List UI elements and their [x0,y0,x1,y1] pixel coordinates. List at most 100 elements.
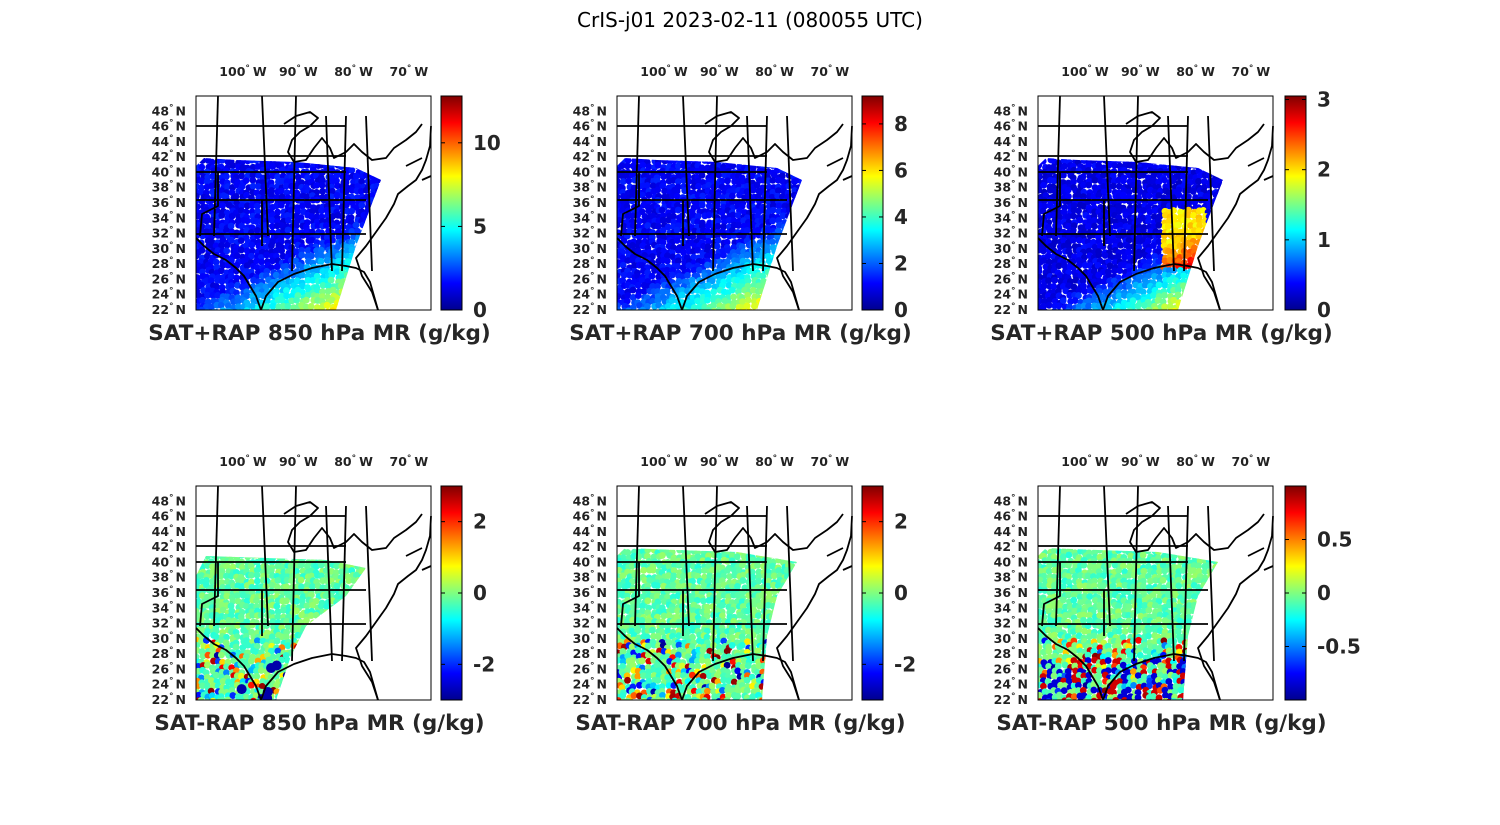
data-point [196,578,201,586]
data-point [713,242,721,250]
data-point [1105,307,1113,310]
colorbar-tick-label: 3 [1317,88,1331,112]
data-point [1051,276,1059,284]
data-point [1114,253,1122,260]
data-point [318,307,326,310]
data-point [620,271,628,279]
data-point [1134,302,1142,310]
data-point [1115,292,1123,300]
data-point [748,172,756,180]
data-point [207,677,215,684]
data-point [629,286,637,294]
data-point [745,308,753,310]
state-border [762,115,768,272]
coastline [1102,263,1221,311]
data-point [304,247,312,254]
data-point [674,162,682,170]
data-point [1041,308,1048,310]
data-point [639,161,647,169]
coastline [776,125,853,311]
lat-tick-label: 26° N [994,271,1028,286]
data-point [1038,297,1043,305]
data-point [204,556,211,560]
data-point [212,671,220,679]
data-point [1166,256,1174,264]
data-point [1175,186,1183,194]
data-point [249,182,257,190]
data-point [196,641,201,649]
lon-tick-label: 100° W [219,64,267,79]
data-point [703,296,711,304]
data-point [670,212,677,220]
data-point [769,177,777,184]
state-border [1041,172,1105,246]
data-point [1100,171,1107,179]
data-point [1065,193,1072,200]
data-point [1165,217,1173,225]
data-point [203,252,211,260]
data-point [775,202,783,210]
data-point [617,307,622,310]
lat-tick-label: 44° N [573,134,607,149]
data-point [684,271,691,279]
data-point [688,276,696,284]
data-point [199,296,206,304]
data-point [345,577,353,585]
data-point [719,272,727,280]
data-point [237,237,245,245]
data-point [1125,188,1133,196]
data-point [638,262,646,269]
data-point [1099,243,1107,250]
data-point [624,257,632,264]
data-point [337,282,345,290]
data-point [238,222,246,230]
lat-tick-label: 32° N [573,226,607,241]
data-point [1139,288,1147,296]
data-point [1155,221,1163,229]
lat-tick-label: 46° N [994,119,1028,134]
map-axes [195,485,432,701]
data-point [1050,177,1058,185]
data-point [309,601,317,609]
data-point [656,309,664,310]
data-point [358,178,366,186]
data-point [253,673,261,680]
data-point [1152,306,1159,310]
data-point [1161,281,1169,289]
data-point [668,297,676,304]
data-point [323,602,331,610]
data-point [248,621,256,629]
data-point [273,263,281,271]
data-point [1212,181,1219,189]
data-point [319,187,326,195]
data-point [232,193,240,200]
data-point [1160,202,1168,210]
data-point [223,209,231,217]
data-point [694,309,701,310]
data-point [1049,241,1057,249]
data-point [196,611,202,619]
colorbar-tick-label: 10 [473,131,501,155]
data-point [1076,176,1084,184]
data-point [695,182,702,190]
colorbar-tick-label: 5 [473,214,487,238]
data-point [259,188,266,196]
data-point [690,266,698,274]
data-point [654,283,661,290]
data-point [317,257,325,265]
colorbar-tick-label: 6 [894,158,908,182]
data-point [219,606,227,614]
data-point [237,672,245,680]
data-point [198,163,206,171]
data-point [634,281,642,289]
data-point [645,191,653,199]
data-point [243,262,251,270]
data-point [655,301,663,309]
data-point [348,239,356,246]
data-point [617,293,622,300]
data-point [1040,282,1048,290]
data-point [1085,242,1093,250]
data-point [1145,307,1153,310]
data-point [1126,307,1134,310]
data-point [735,177,742,185]
